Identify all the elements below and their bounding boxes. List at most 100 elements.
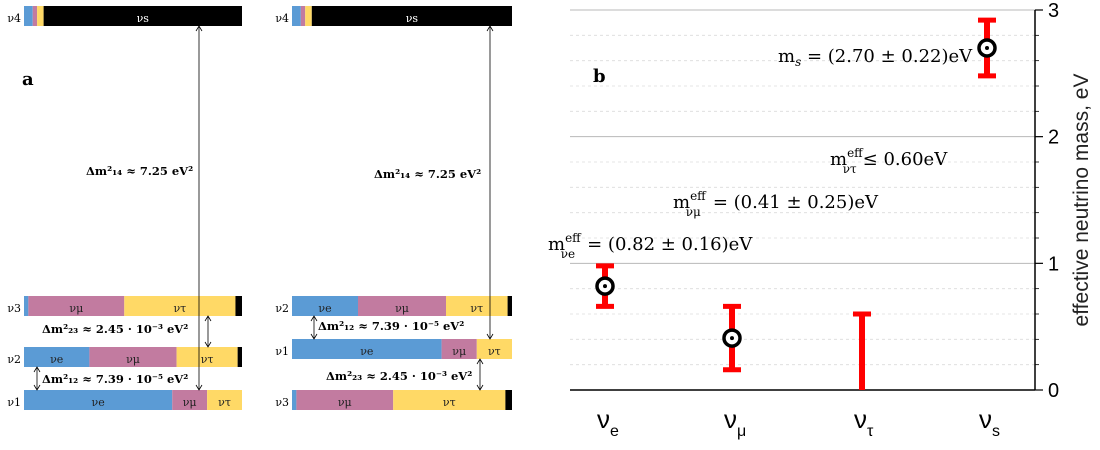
flavor-label-tau: ντ (488, 345, 501, 358)
y-tick-label: 3 (1048, 0, 1059, 22)
mtau-m: m (830, 149, 847, 170)
flavor-segment-mu (296, 390, 394, 410)
me-sup: eff (565, 231, 582, 245)
mass-state-label: ν3 (7, 302, 21, 315)
mass-state-label: ν2 (7, 353, 21, 366)
arrow-d14 (486, 25, 494, 340)
annotation-me: meff νe = (0.82 ± 0.16)eV (548, 231, 753, 261)
flavor-segment-e (292, 6, 301, 26)
left-mass-ordering: ν4 νs ν3 νμ ντ ν2 νe νμ ντ ν1 νe νμ ντ Δm²₁₄ ≈ 7.25 e… (7, 6, 243, 410)
mass-state-label: ν1 (275, 345, 289, 358)
right-mass-ordering: ν4 νs ν2 νe νμ ντ ν1 νe νμ ντ ν3 νμ ντ Δm²₁₄ ≈ 7.25 e… (275, 6, 512, 410)
flavor-label-tau: ντ (443, 396, 456, 409)
x-tick-label: νe (597, 404, 619, 440)
flavor-label-tau: ντ (218, 396, 231, 409)
mass-state-bar-ν2: ν2 νe νμ ντ (7, 347, 242, 367)
splitting-d23: Δm²₂₃ ≈ 2.45 · 10⁻³ eV² (42, 322, 188, 336)
flavor-segment-tau (207, 390, 242, 410)
data-point-3 (977, 17, 997, 79)
flavor-segment-mu (358, 296, 446, 316)
flavor-segment-mu (172, 390, 208, 410)
flavor-label-e: νe (92, 396, 105, 409)
mtau-sup: eff (847, 146, 864, 160)
flavor-segment-mu (441, 339, 477, 359)
point-marker-center (985, 46, 989, 50)
flavor-segment-e (24, 347, 90, 367)
x-axis-ticks: νe νμ ντ νs (597, 404, 1000, 440)
splitting-d23: Δm²₂₃ ≈ 2.45 · 10⁻³ eV² (326, 369, 472, 383)
annotation-mmu: meff νμ = (0.41 ± 0.25)eV (673, 189, 879, 219)
mmu-sup: eff (690, 189, 707, 203)
mmu-rest: = (0.41 ± 0.25)eV (713, 192, 879, 213)
mass-state-label: ν2 (275, 302, 289, 315)
mass-state-bar-ν1: ν1 νe νμ ντ (275, 339, 512, 359)
flavor-segment-tau (176, 347, 238, 367)
flavor-label-mu: νμ (183, 396, 197, 409)
ms-m: m (778, 46, 795, 67)
me-sub: νe (561, 247, 575, 261)
splitting-d14: Δm²₁₄ ≈ 7.25 eV² (374, 167, 481, 181)
flavor-segment-tau (446, 296, 508, 316)
mass-state-bar-ν3: ν3 νμ ντ (275, 390, 512, 410)
mass-state-bar-ν1: ν1 νe νμ ντ (7, 390, 242, 410)
flavor-segment-e (292, 339, 442, 359)
panel-b-chart: b 0 1 2 3 νe νμ ντ νs effective neutrino mass,… (548, 0, 1093, 440)
mtau-sub: ντ (843, 162, 857, 176)
flavor-segment-tau (37, 6, 44, 26)
flavor-segment-s (507, 296, 512, 316)
ms-rest: = (2.70 ± 0.22)eV (801, 46, 973, 67)
flavor-segment-tau (124, 296, 236, 316)
flavor-label-e: νe (50, 353, 63, 366)
ms-sub: s (795, 55, 801, 69)
panel-a-label: a (22, 69, 34, 90)
me-rest: = (0.82 ± 0.16)eV (587, 234, 753, 255)
flavor-segment-mu (300, 6, 306, 26)
annotation-ms: ms = (2.70 ± 0.22)eV (778, 46, 973, 69)
mass-state-label: ν4 (275, 12, 289, 25)
x-tick-label: ντ (854, 404, 874, 440)
mass-state-bar-ν3: ν3 νμ ντ (7, 296, 242, 316)
mass-state-bar-ν4: ν4 νs (275, 6, 512, 26)
flavor-segment-s (311, 6, 512, 26)
flavor-segment-s (237, 347, 242, 367)
flavor-label-e: νe (360, 345, 373, 358)
flavor-segment-e (292, 296, 358, 316)
y-axis-ticks: 0 1 2 3 (1035, 0, 1059, 402)
point-marker-center (730, 336, 734, 341)
arrow-d23 (476, 358, 484, 391)
arrow-d14 (195, 25, 203, 391)
flavor-segment-mu (89, 347, 177, 367)
flavor-label-mu: νμ (338, 396, 352, 409)
flavor-label-s: νs (406, 12, 419, 25)
flavor-segment-s (505, 390, 512, 410)
flavor-segment-s (235, 296, 242, 316)
flavor-segment-s (43, 6, 243, 26)
mmu-sub: νμ (686, 205, 701, 219)
flavor-segment-e (24, 390, 173, 410)
data-point-0 (595, 263, 615, 309)
mass-state-bar-ν4: ν4 νs (7, 6, 243, 26)
chart-grid (570, 9, 1035, 391)
mass-state-label: ν4 (7, 12, 21, 25)
flavor-segment-e (292, 390, 297, 410)
arrow-d23 (204, 315, 212, 348)
x-tick-label: νμ (724, 404, 746, 440)
flavor-label-e: νe (318, 302, 331, 315)
flavor-segment-tau (393, 390, 506, 410)
y-axis-label: effective neutrino mass, eV (1070, 74, 1093, 327)
flavor-label-mu: νμ (126, 353, 140, 366)
y-tick-label: 0 (1048, 380, 1059, 402)
arrow-d12 (33, 366, 41, 391)
x-tick-label: νs (979, 404, 1000, 440)
flavor-label-tau: ντ (173, 302, 186, 315)
mmu-m: m (673, 192, 690, 213)
flavor-label-s: νs (137, 12, 150, 25)
data-points (595, 17, 997, 390)
panel-a: a ν4 νs ν3 νμ ντ ν2 νe νμ ντ ν1 νe νμ ντ Δm²₁₄ ≈ 7.25… (7, 6, 512, 410)
flavor-segment-tau (305, 6, 312, 26)
flavor-label-mu: νμ (395, 302, 409, 315)
panel-b-label: b (593, 66, 606, 87)
flavor-segment-tau (476, 339, 512, 359)
me-m: m (548, 234, 565, 255)
